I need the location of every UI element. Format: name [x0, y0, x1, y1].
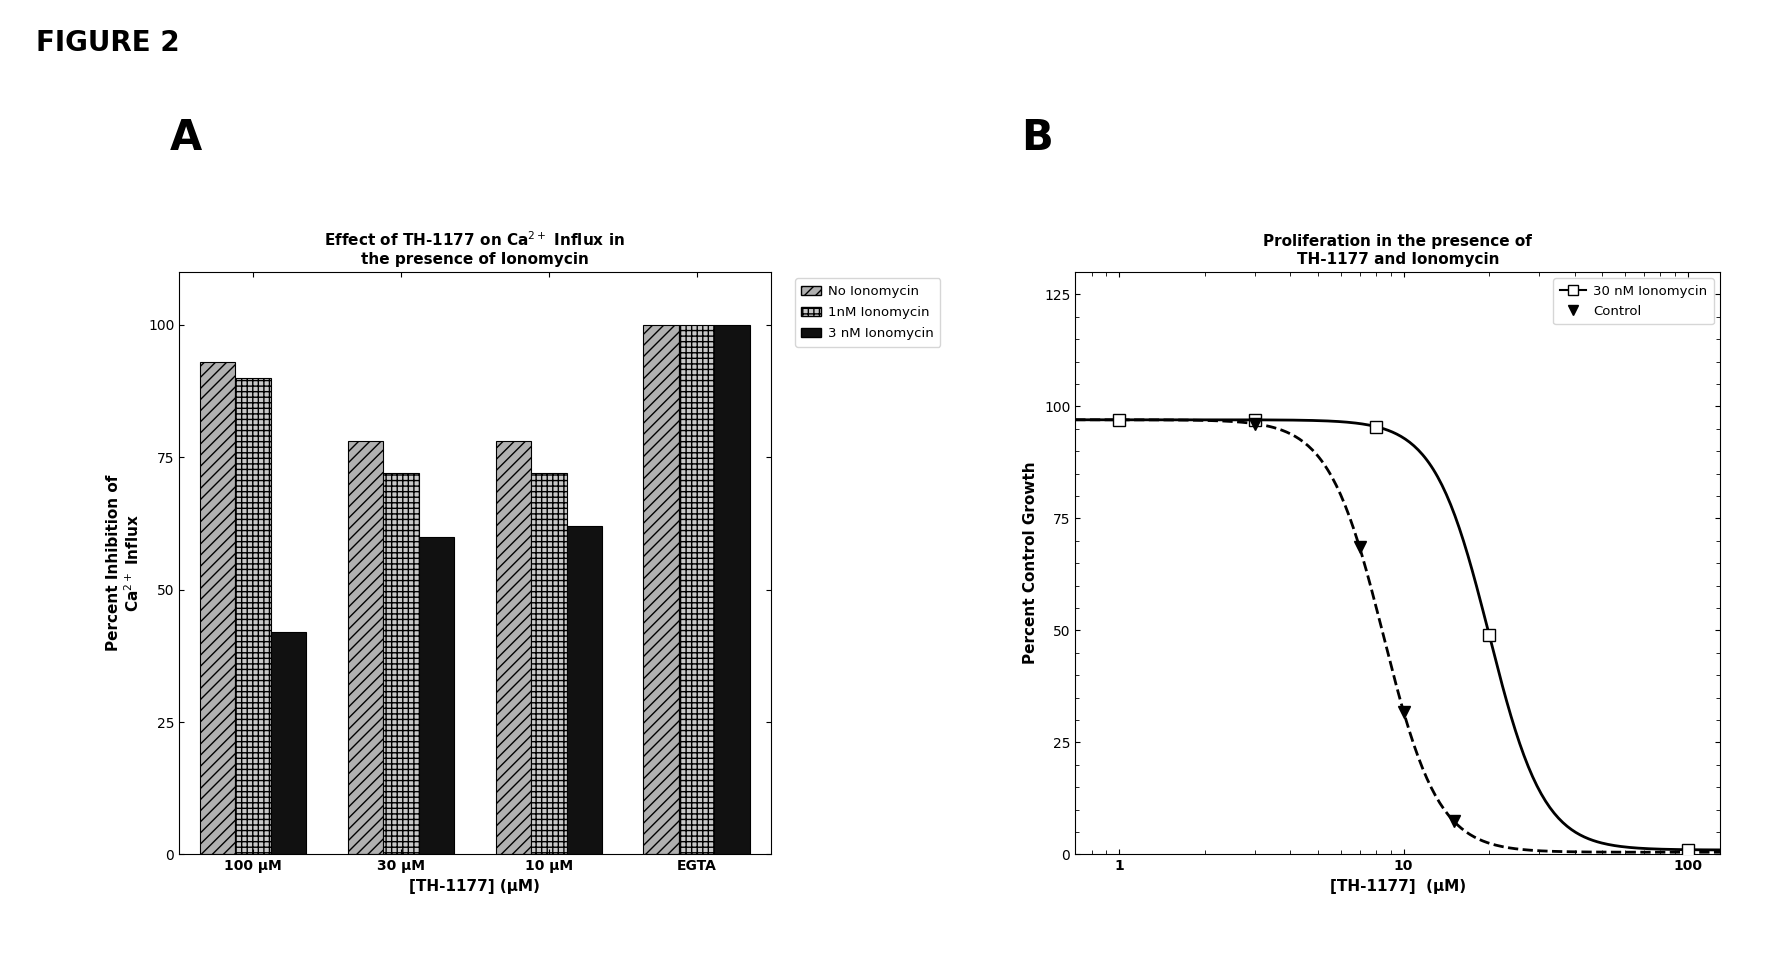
Text: FIGURE 2: FIGURE 2	[36, 29, 179, 57]
Bar	[235, 378, 271, 854]
Y-axis label: Percent Inhibition of
Ca$^{2+}$ Influx: Percent Inhibition of Ca$^{2+}$ Influx	[106, 475, 142, 652]
Legend: 30 nM Ionomycin, Control: 30 nM Ionomycin, Control	[1554, 279, 1713, 324]
Bar	[530, 473, 566, 854]
Y-axis label: Percent Control Growth: Percent Control Growth	[1023, 462, 1038, 664]
Text: B: B	[1021, 117, 1054, 158]
Bar	[348, 442, 383, 854]
Bar	[566, 526, 602, 854]
X-axis label: [TH-1177] (μM): [TH-1177] (μM)	[409, 879, 541, 894]
Bar	[496, 442, 530, 854]
Bar	[201, 362, 235, 854]
Title: Effect of TH-1177 on Ca$^{2+}$ Influx in
the presence of Ionomycin: Effect of TH-1177 on Ca$^{2+}$ Influx in…	[324, 230, 625, 267]
Text: A: A	[170, 117, 202, 158]
X-axis label: [TH-1177]  (μM): [TH-1177] (μM)	[1330, 879, 1466, 894]
Bar	[679, 325, 715, 854]
Bar	[419, 537, 453, 854]
Bar	[271, 632, 306, 854]
Bar	[383, 473, 419, 854]
Bar	[715, 325, 749, 854]
Bar	[643, 325, 679, 854]
Title: Proliferation in the presence of
TH-1177 and Ionomycin: Proliferation in the presence of TH-1177…	[1263, 234, 1532, 267]
Legend: No Ionomycin, 1nM Ionomycin, 3 nM Ionomycin: No Ionomycin, 1nM Ionomycin, 3 nM Ionomy…	[796, 279, 941, 347]
